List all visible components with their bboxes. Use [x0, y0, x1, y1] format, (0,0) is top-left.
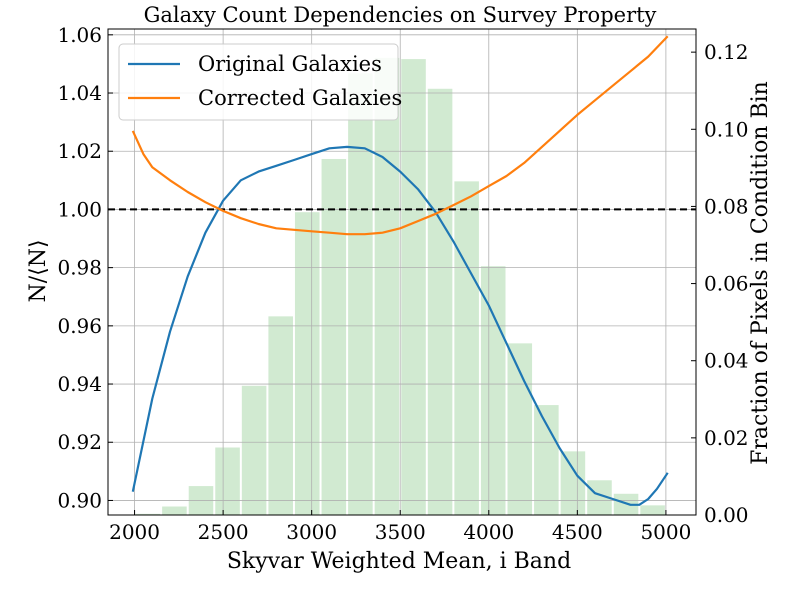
y-right-tick-label: 0.02: [704, 426, 749, 450]
plot-frame: [107, 28, 697, 516]
y-tick-label: 0.98: [57, 256, 102, 280]
legend: Original Galaxies Corrected Galaxies: [118, 43, 402, 121]
x-tick-label: 2000: [109, 520, 160, 544]
y-tick-label: 1.06: [57, 23, 102, 47]
y-tick-label: 0.90: [57, 488, 102, 512]
histogram-bar: [454, 181, 479, 515]
x-tick-label: 3000: [286, 520, 337, 544]
y-right-tick-label: 0.04: [704, 349, 749, 373]
histogram-bar: [374, 57, 400, 516]
y-tick-label: 1.04: [57, 81, 102, 105]
histogram-bar: [135, 513, 161, 515]
y-right-tick-label: 0.00: [704, 503, 749, 527]
histogram-bar: [294, 212, 320, 515]
series-line-original-galaxies: [131, 145, 669, 506]
y-tick-label: 0.94: [57, 372, 102, 396]
histogram-bar: [162, 506, 187, 515]
x-tick-label: 4000: [463, 520, 514, 544]
y-right-tick-label: 0.12: [704, 40, 749, 64]
legend-box: [118, 43, 399, 121]
y-axis-title: N/⟨N⟩: [26, 239, 51, 302]
histogram-bar: [640, 505, 665, 515]
x-tick-label: 3500: [375, 520, 426, 544]
y-right-tick-label: 0.06: [704, 272, 749, 296]
x-tick-label: 5000: [640, 520, 691, 544]
histogram-bar: [534, 405, 559, 515]
x-axis-title: Skyvar Weighted Mean, i Band: [227, 549, 571, 574]
y-axis-right-title: Fraction of Pixels in Condition Bin: [748, 81, 773, 465]
histogram-bar: [348, 73, 373, 515]
x-tick-label: 2500: [198, 520, 249, 544]
y-right-tick-label: 0.10: [704, 117, 749, 141]
histogram-bar: [401, 59, 426, 515]
histogram-bar: [268, 316, 293, 515]
histogram-bar: [480, 266, 506, 515]
legend-label: Corrected Galaxies: [198, 86, 402, 110]
y-tick-label: 1.02: [57, 139, 102, 163]
y-tick-label: 0.92: [57, 430, 102, 454]
legend-label: Original Galaxies: [198, 52, 382, 76]
histogram-bar: [241, 385, 267, 515]
series-line-corrected-galaxies: [131, 35, 669, 236]
chart-title: Galaxy Count Dependencies on Survey Prop…: [144, 3, 657, 27]
plot-area: 2000 2500 3000 3500 4000 4500 5000 0.90 0.92 0.94…: [57, 23, 748, 544]
histogram-bar: [560, 451, 586, 515]
y-right-tick-label: 0.08: [704, 194, 749, 218]
histogram-bar: [215, 447, 240, 515]
x-tick-label: 4500: [552, 520, 603, 544]
y-tick-label: 0.96: [57, 314, 102, 338]
histogram-bar: [321, 158, 347, 515]
histogram-bar: [427, 88, 453, 516]
y-tick-label: 1.00: [57, 197, 102, 221]
